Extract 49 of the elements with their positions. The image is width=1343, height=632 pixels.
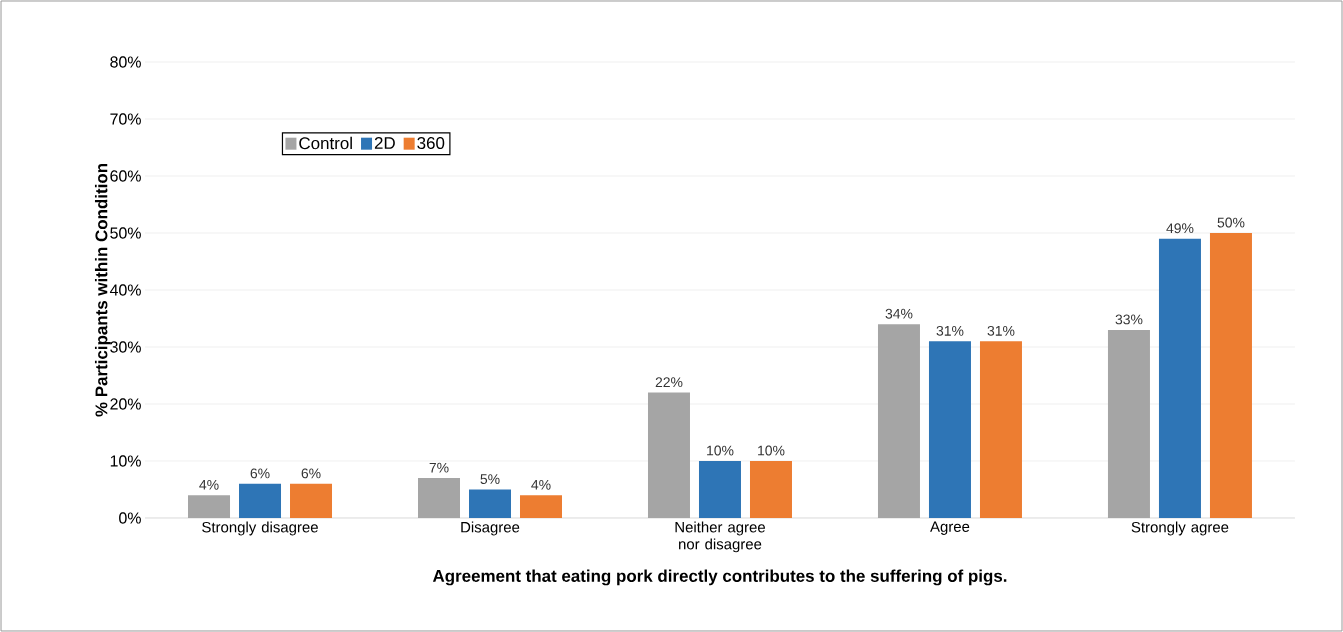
data-label: 49% bbox=[1166, 223, 1194, 234]
y-tick-label: 10% bbox=[110, 455, 141, 467]
bar bbox=[1107, 329, 1150, 518]
bar bbox=[239, 483, 282, 518]
bar bbox=[520, 495, 562, 518]
data-label: 31% bbox=[936, 325, 964, 336]
data-label: 4% bbox=[531, 479, 551, 490]
bar bbox=[1209, 232, 1252, 518]
data-label: 6% bbox=[301, 468, 321, 479]
bar bbox=[698, 460, 741, 518]
legend-label: Control bbox=[299, 136, 352, 150]
y-tick-label: 20% bbox=[110, 398, 141, 410]
legend-label: 360 bbox=[417, 137, 445, 150]
x-tick-label: Neither agree nor disagree bbox=[675, 521, 765, 553]
data-label: 5% bbox=[480, 474, 500, 484]
y-tick-label: 70% bbox=[110, 113, 141, 125]
bar bbox=[647, 392, 690, 518]
data-label: 7% bbox=[429, 462, 449, 473]
bar bbox=[188, 495, 231, 518]
y-tick-label: 50% bbox=[110, 227, 141, 239]
data-label: 10% bbox=[758, 445, 785, 456]
bar bbox=[979, 341, 1022, 518]
y-axis-title: % Participants within Condition bbox=[94, 164, 111, 417]
data-label: 22% bbox=[655, 377, 683, 388]
x-tick-label: Agree bbox=[930, 521, 970, 535]
bar bbox=[469, 489, 511, 518]
bar bbox=[928, 341, 971, 518]
x-tick-label: Strongly disagree bbox=[202, 521, 318, 536]
y-tick-label: 60% bbox=[110, 170, 141, 182]
data-label: 4% bbox=[199, 479, 219, 490]
legend-label: 2D bbox=[374, 137, 395, 149]
bar bbox=[290, 483, 333, 518]
data-label: 31% bbox=[987, 325, 1015, 336]
y-tick-label: 30% bbox=[110, 341, 141, 353]
bar bbox=[418, 478, 460, 518]
y-tick-label: 0% bbox=[119, 512, 141, 524]
y-tick-label: 80% bbox=[110, 56, 141, 68]
data-label: 50% bbox=[1217, 217, 1245, 228]
data-label: 10% bbox=[707, 445, 734, 456]
x-tick-label: Disagree bbox=[461, 521, 520, 536]
data-label: 6% bbox=[250, 468, 270, 479]
data-label: 34% bbox=[885, 308, 913, 319]
y-tick-label: 40% bbox=[109, 284, 141, 296]
x-tick-label: Strongly agree bbox=[1131, 521, 1229, 536]
data-label: 33% bbox=[1115, 314, 1143, 325]
bar bbox=[749, 460, 792, 518]
bar bbox=[877, 324, 920, 518]
bar bbox=[1158, 238, 1201, 518]
x-axis-title: Agreement that eating pork directly contributes to the suffering of pigs. bbox=[432, 569, 1007, 586]
